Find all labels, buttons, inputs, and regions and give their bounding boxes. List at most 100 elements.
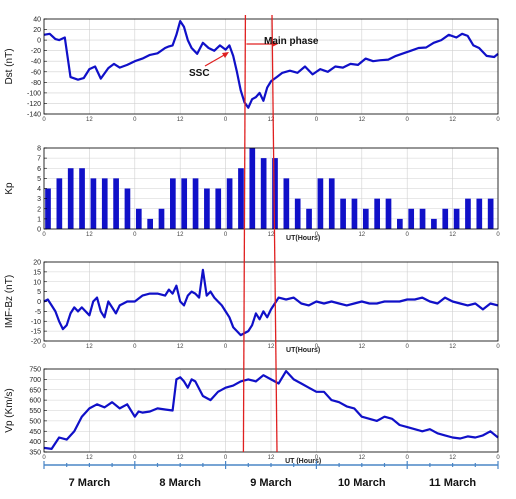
kp-bar (374, 198, 380, 229)
y-tick-label: 4 (37, 186, 41, 193)
y-tick-label: -120 (27, 101, 41, 108)
x-tick-label: 0 (406, 344, 410, 350)
kp-bar (181, 178, 188, 229)
x-tick-label: 12 (358, 117, 365, 123)
kp-bar (453, 208, 460, 229)
main-phase-marker-line (271, 14, 278, 453)
kp-bar (362, 208, 369, 229)
x-tick-label: 12 (449, 232, 456, 238)
kp-bar (260, 158, 267, 229)
main-phase-arrowhead (272, 41, 278, 47)
kp-bar (465, 198, 471, 229)
x-tick-label: 0 (42, 344, 46, 350)
y-tick-label: 700 (29, 377, 41, 384)
x-tick-label: 12 (86, 232, 93, 238)
y-tick-label: 0 (37, 227, 41, 234)
y-tick-label: 5 (37, 176, 41, 183)
x-tick-label: 12 (177, 455, 184, 461)
kp-bar (226, 178, 233, 229)
x-tick-label: 12 (268, 455, 275, 461)
x-tick-label: 12 (449, 455, 456, 461)
y-tick-label: 1 (37, 216, 41, 223)
x-tick-label: 12 (86, 117, 93, 123)
y-tick-label: -5 (35, 309, 41, 316)
y-tick-label: -20 (31, 339, 41, 346)
ssc-marker-line (242, 14, 247, 453)
kp-bar (385, 198, 392, 229)
x-tick-label: 0 (133, 232, 137, 238)
x-tick-label: 0 (224, 344, 228, 350)
x-tick-label: 12 (177, 344, 184, 350)
x-tick-label: 12 (358, 344, 365, 350)
y-tick-label: 20 (33, 260, 41, 267)
y-tick-label: 0 (37, 299, 41, 306)
x-tick-label: 0 (224, 232, 228, 238)
x-tick-label: 12 (268, 117, 275, 123)
kp-bar (306, 208, 312, 229)
kp-bar (487, 198, 494, 229)
x-tick-label: 12 (268, 344, 275, 350)
kp-bar (328, 178, 335, 229)
kp-bar (101, 178, 108, 229)
y-tick-label: 350 (29, 450, 41, 457)
x-axis-label: UT(Hours) (286, 235, 320, 242)
x-axis-label: UT (Hours) (285, 458, 321, 465)
x-tick-label: 0 (406, 232, 410, 238)
y-tick-label: 2 (37, 206, 41, 213)
y-tick-label: 7 (37, 156, 41, 163)
x-tick-label: 12 (177, 232, 184, 238)
y-axis-label: Kp (4, 182, 15, 195)
x-tick-label: 12 (449, 344, 456, 350)
kp-bar (90, 178, 97, 229)
kp-bar (147, 218, 153, 229)
y-axis-label: Vp (Km/s) (4, 388, 15, 432)
series-line (43, 268, 499, 337)
ssc-arrow (204, 53, 227, 67)
kp-bar (124, 188, 131, 229)
main-phase-annotation: Main phase (264, 36, 319, 47)
day-label-1: 7 March (69, 477, 111, 489)
x-tick-label: 0 (406, 117, 410, 123)
kp-bar (67, 168, 74, 229)
kp-bar (272, 158, 278, 229)
y-tick-label: 400 (29, 439, 41, 446)
kp-bar (283, 178, 290, 229)
kp-bar (204, 188, 210, 229)
y-tick-label: 40 (33, 17, 41, 24)
y-tick-label: 6 (37, 166, 41, 173)
x-tick-label: 12 (86, 455, 93, 461)
kp-bar (158, 208, 165, 229)
panel-4 (43, 368, 499, 453)
kp-bar (419, 208, 426, 229)
y-tick-label: -80 (31, 80, 41, 87)
y-tick-label: -100 (27, 90, 41, 97)
y-tick-label: 10 (33, 279, 41, 286)
kp-bar (442, 208, 449, 229)
x-tick-label: 0 (406, 455, 410, 461)
series-line (43, 370, 499, 450)
x-tick-label: 12 (86, 344, 93, 350)
panel-3 (43, 261, 499, 342)
kp-bar (397, 218, 403, 229)
y-axis-label: Dst (nT) (4, 48, 15, 84)
y-tick-label: 0 (37, 38, 41, 45)
kp-bar (113, 178, 119, 229)
x-tick-label: 0 (315, 455, 319, 461)
series-line (43, 20, 499, 109)
day-label-2: 8 March (159, 477, 201, 489)
y-tick-label: 3 (37, 196, 41, 203)
x-axis-label: UT(Hours) (286, 347, 320, 354)
day-label-4: 10 March (338, 477, 386, 489)
x-tick-label: 0 (224, 117, 228, 123)
plot-frame (43, 18, 499, 115)
kp-bar (476, 198, 483, 229)
x-tick-label: 0 (315, 344, 319, 350)
panel-1 (43, 18, 499, 115)
kp-bar (45, 188, 51, 229)
x-tick-label: 0 (42, 117, 46, 123)
y-tick-label: -20 (31, 48, 41, 55)
y-tick-label: 8 (37, 146, 41, 153)
ssc-arrowhead (222, 52, 229, 58)
y-tick-label: 750 (29, 367, 41, 374)
